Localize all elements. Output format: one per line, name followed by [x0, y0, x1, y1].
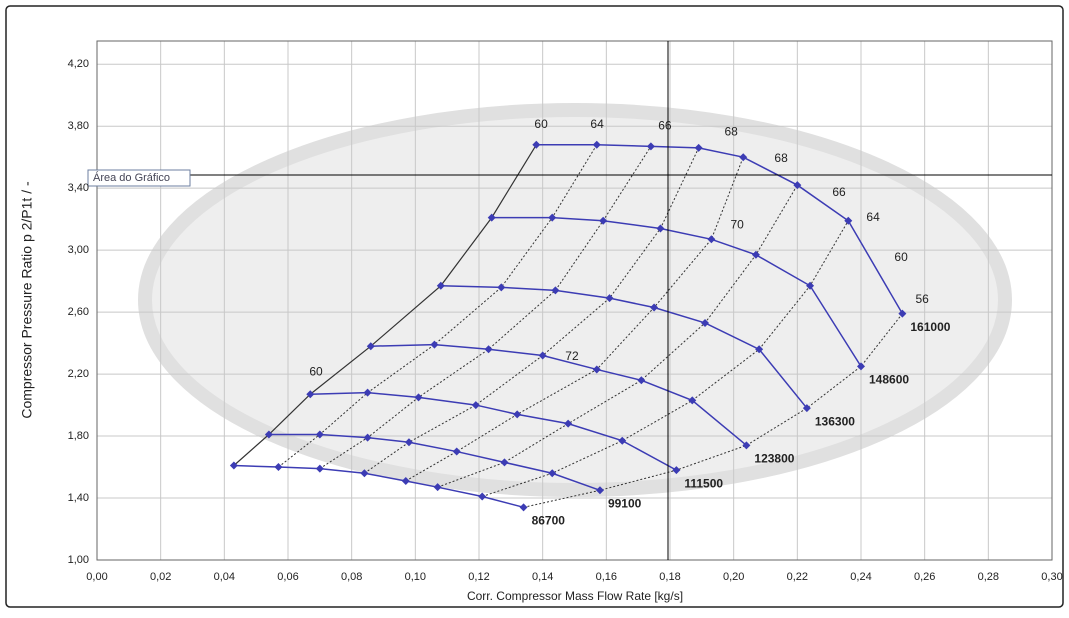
- chart: Corr. Compressor Mass Flow Rate [kg/s] C…: [0, 0, 1069, 613]
- speed-label: 148600: [869, 373, 909, 387]
- efficiency-label: 68: [774, 151, 788, 165]
- x-tick-label: 0,16: [596, 571, 617, 583]
- efficiency-label: 60: [534, 117, 548, 131]
- x-tick-label: 0,12: [468, 571, 489, 583]
- efficiency-label: 72: [565, 349, 579, 363]
- speed-label: 161000: [910, 320, 950, 334]
- y-axis-label: Compressor Pressure Ratio p 2/P1t / -: [19, 181, 35, 419]
- y-tick-label: 1,40: [68, 492, 89, 504]
- efficiency-label: 64: [590, 117, 604, 131]
- x-tick-label: 0,14: [532, 571, 553, 583]
- y-tick-label: 1,00: [68, 554, 89, 566]
- y-tick-label: 1,80: [68, 430, 89, 442]
- x-tick-label: 0,18: [659, 571, 680, 583]
- x-tick-label: 0,24: [850, 571, 871, 583]
- x-tick-label: 0,08: [341, 571, 362, 583]
- efficiency-label: 60: [894, 250, 908, 264]
- speed-label: 136300: [815, 414, 855, 428]
- y-tick-label: 2,20: [68, 368, 89, 380]
- efficiency-label: 56: [915, 292, 929, 306]
- efficiency-label: 60: [309, 365, 323, 379]
- efficiency-label: 66: [832, 185, 846, 199]
- y-tick-label: 4,20: [68, 58, 89, 70]
- y-tick-label: 3,40: [68, 182, 89, 194]
- y-tick-label: 3,00: [68, 244, 89, 256]
- x-tick-label: 0,00: [86, 571, 107, 583]
- x-tick-label: 0,26: [914, 571, 935, 583]
- efficiency-label: 66: [658, 118, 672, 132]
- efficiency-label: 64: [866, 210, 880, 224]
- y-tick-label: 3,80: [68, 120, 89, 132]
- x-tick-label: 0,28: [978, 571, 999, 583]
- speed-label: 111500: [684, 476, 723, 490]
- efficiency-label: 70: [730, 218, 744, 232]
- x-tick-label: 0,30: [1041, 571, 1062, 583]
- speed-label: 86700: [532, 513, 566, 527]
- speed-label: 99100: [608, 496, 642, 510]
- x-tick-label: 0,10: [405, 571, 426, 583]
- x-tick-label: 0,22: [787, 571, 808, 583]
- x-axis-label: Corr. Compressor Mass Flow Rate [kg/s]: [467, 589, 683, 603]
- x-tick-label: 0,04: [214, 571, 235, 583]
- speed-label: 123800: [754, 452, 794, 466]
- y-tick-label: 2,60: [68, 306, 89, 318]
- efficiency-label: 68: [724, 125, 738, 139]
- x-tick-label: 0,20: [723, 571, 744, 583]
- x-tick-label: 0,06: [277, 571, 298, 583]
- x-tick-label: 0,02: [150, 571, 171, 583]
- watermark: [145, 110, 1005, 490]
- tooltip: Área do Gráfico: [93, 171, 170, 184]
